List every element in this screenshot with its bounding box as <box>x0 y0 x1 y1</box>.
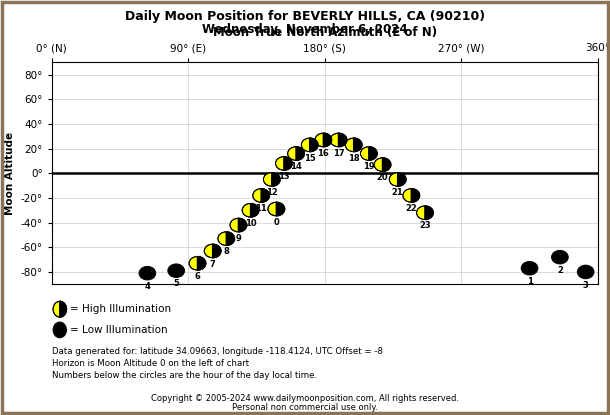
Text: Horizon is Moon Altitude 0 on the left of chart: Horizon is Moon Altitude 0 on the left o… <box>52 359 249 368</box>
Text: 0: 0 <box>273 217 279 227</box>
Polygon shape <box>369 147 377 160</box>
Polygon shape <box>425 206 433 220</box>
Ellipse shape <box>204 244 221 258</box>
Ellipse shape <box>230 218 246 232</box>
Polygon shape <box>226 232 235 245</box>
Ellipse shape <box>551 250 569 264</box>
Text: Wednesday, November 6, 2024: Wednesday, November 6, 2024 <box>202 23 408 36</box>
Polygon shape <box>239 218 246 232</box>
Ellipse shape <box>253 189 270 202</box>
Text: 22: 22 <box>406 204 417 213</box>
Polygon shape <box>284 156 292 170</box>
Polygon shape <box>271 173 280 186</box>
Polygon shape <box>261 189 270 202</box>
Ellipse shape <box>264 173 280 186</box>
Text: 11: 11 <box>255 204 267 213</box>
Text: 16: 16 <box>317 149 329 158</box>
Polygon shape <box>354 138 362 151</box>
Ellipse shape <box>189 256 206 270</box>
Text: 18: 18 <box>348 154 359 163</box>
Ellipse shape <box>218 232 235 245</box>
Text: 2: 2 <box>557 266 563 275</box>
Text: 10: 10 <box>245 219 256 228</box>
Ellipse shape <box>268 202 285 216</box>
Text: 15: 15 <box>304 154 315 163</box>
Text: Data generated for: latitude 34.09663, longitude -118.4124, UTC Offset = -8: Data generated for: latitude 34.09663, l… <box>52 347 383 356</box>
Text: 20: 20 <box>376 173 389 182</box>
Ellipse shape <box>361 147 377 160</box>
Text: 5: 5 <box>173 279 179 288</box>
Ellipse shape <box>577 265 594 279</box>
Text: Daily Moon Position for BEVERLY HILLS, CA (90210): Daily Moon Position for BEVERLY HILLS, C… <box>125 10 485 23</box>
Polygon shape <box>251 203 259 217</box>
Ellipse shape <box>403 189 420 202</box>
Text: 8: 8 <box>223 247 229 256</box>
Ellipse shape <box>389 173 406 186</box>
Y-axis label: Moon Altitude: Moon Altitude <box>5 132 15 215</box>
Polygon shape <box>198 256 206 270</box>
Polygon shape <box>296 147 304 160</box>
Text: 9: 9 <box>235 234 242 243</box>
X-axis label: Moon True North Azimuth (E of N): Moon True North Azimuth (E of N) <box>213 26 437 39</box>
Text: 4: 4 <box>145 282 150 291</box>
Polygon shape <box>398 173 406 186</box>
Polygon shape <box>411 189 420 202</box>
Text: Personal non commercial use only.: Personal non commercial use only. <box>232 403 378 412</box>
Ellipse shape <box>315 133 332 147</box>
Text: 14: 14 <box>290 162 302 171</box>
Ellipse shape <box>288 147 304 160</box>
Ellipse shape <box>521 261 538 275</box>
Ellipse shape <box>276 156 292 170</box>
Text: 21: 21 <box>392 188 403 197</box>
Text: 3: 3 <box>583 281 589 290</box>
Ellipse shape <box>417 206 433 220</box>
Ellipse shape <box>374 158 391 171</box>
Text: Copyright © 2005-2024 www.dailymoonposition.com, All rights reserved.: Copyright © 2005-2024 www.dailymoonposit… <box>151 394 459 403</box>
Ellipse shape <box>168 264 185 278</box>
Text: 6: 6 <box>195 272 200 281</box>
Polygon shape <box>323 133 332 147</box>
Text: Numbers below the circles are the hour of the day local time.: Numbers below the circles are the hour o… <box>52 371 317 381</box>
Polygon shape <box>276 202 285 216</box>
Polygon shape <box>213 244 221 258</box>
Text: = High Illumination: = High Illumination <box>70 304 171 314</box>
Ellipse shape <box>345 138 362 151</box>
Text: 23: 23 <box>419 221 431 230</box>
Ellipse shape <box>139 266 156 280</box>
Text: 17: 17 <box>332 149 344 158</box>
Polygon shape <box>339 133 347 147</box>
Polygon shape <box>310 138 318 151</box>
Text: 19: 19 <box>363 162 375 171</box>
Text: = Low Illumination: = Low Illumination <box>70 325 168 335</box>
Text: 1: 1 <box>526 277 533 286</box>
Text: 7: 7 <box>210 260 215 269</box>
Text: 13: 13 <box>278 172 290 181</box>
Text: 12: 12 <box>266 188 278 197</box>
Ellipse shape <box>301 138 318 151</box>
Ellipse shape <box>330 133 347 147</box>
Ellipse shape <box>242 203 259 217</box>
Polygon shape <box>382 158 391 171</box>
